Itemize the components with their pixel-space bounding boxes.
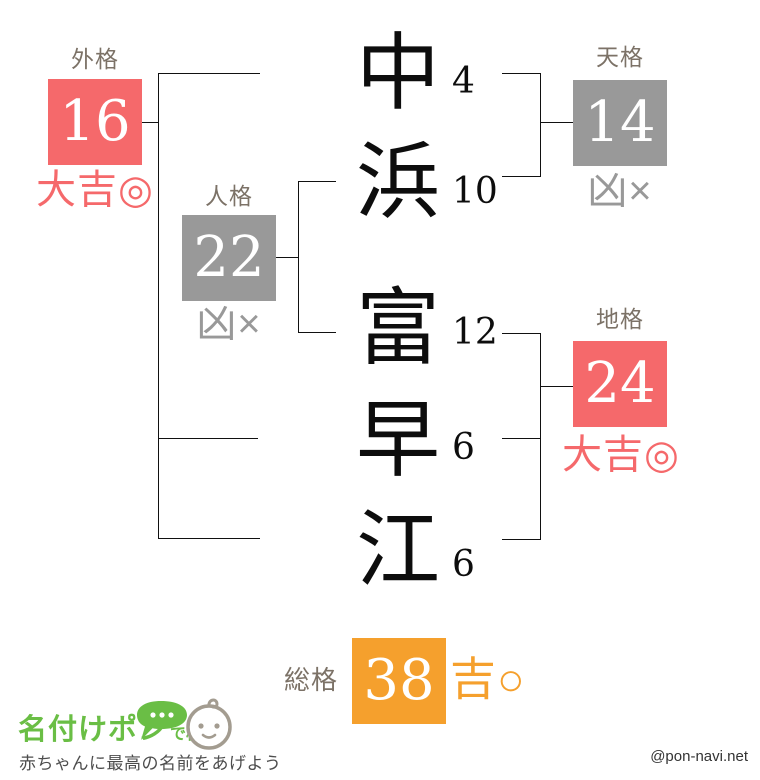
jinkaku-label: 人格 <box>205 183 253 209</box>
gaikaku-bracket-vertical <box>158 73 159 539</box>
jinkaku-bracket-vertical <box>298 181 299 333</box>
gaikaku-bracket-bottom <box>158 538 260 539</box>
chikaku-bracket-vertical <box>540 333 541 540</box>
site-credit: @pon-navi.net <box>650 748 748 765</box>
name-char-1: 中 <box>355 24 440 122</box>
soukaku-label: 総格 <box>283 665 338 695</box>
soukaku-value-box: 38 <box>352 638 446 724</box>
stroke-count-5: 6 <box>452 544 475 585</box>
jinkaku-box-stub <box>274 257 298 258</box>
stroke-count-2: 10 <box>452 171 498 212</box>
chikaku-fortune: 大吉◎ <box>562 433 680 477</box>
name-char-3: 富 <box>355 279 440 377</box>
jinkaku-bracket-bottom <box>298 332 336 333</box>
gaikaku-box-stub <box>142 122 158 123</box>
gaikaku-bracket-mid <box>158 438 258 439</box>
tenkaku-bracket-vertical <box>540 73 541 177</box>
stroke-count-4: 6 <box>452 427 475 468</box>
name-char-4: 早 <box>355 391 440 489</box>
jinkaku-fortune: 凶× <box>196 302 262 346</box>
tenkaku-box-stub <box>540 122 573 123</box>
name-char-5: 江 <box>355 501 440 599</box>
chikaku-box-stub <box>540 386 573 387</box>
tenkaku-bracket-top <box>502 73 540 74</box>
tenkaku-value-box: 14 <box>573 80 667 166</box>
tenkaku-fortune: 凶× <box>587 169 653 213</box>
gaikaku-value-box: 16 <box>48 79 142 165</box>
jinkaku-value-box: 22 <box>182 215 276 301</box>
speech-bubble-icon <box>134 700 190 749</box>
gaikaku-label: 外格 <box>71 46 119 72</box>
tenkaku-bracket-bottom <box>502 176 540 177</box>
stroke-count-1: 4 <box>452 61 475 102</box>
name-char-2: 浜 <box>355 133 440 231</box>
chikaku-bracket-mid <box>502 438 540 439</box>
gaikaku-bracket-top <box>158 73 260 74</box>
chikaku-label: 地格 <box>596 306 644 332</box>
logo-tagline: 赤ちゃんに最高の名前をあげよう <box>19 754 282 773</box>
chikaku-bracket-bottom <box>502 539 540 540</box>
soukaku-fortune: 吉○ <box>450 653 526 705</box>
chikaku-value-box: 24 <box>573 341 667 427</box>
stroke-count-3: 12 <box>452 312 498 353</box>
chikaku-bracket-top <box>502 333 540 334</box>
baby-face-icon <box>181 696 237 757</box>
gaikaku-fortune: 大吉◎ <box>36 168 154 212</box>
jinkaku-bracket-top <box>298 181 336 182</box>
tenkaku-label: 天格 <box>596 44 644 70</box>
